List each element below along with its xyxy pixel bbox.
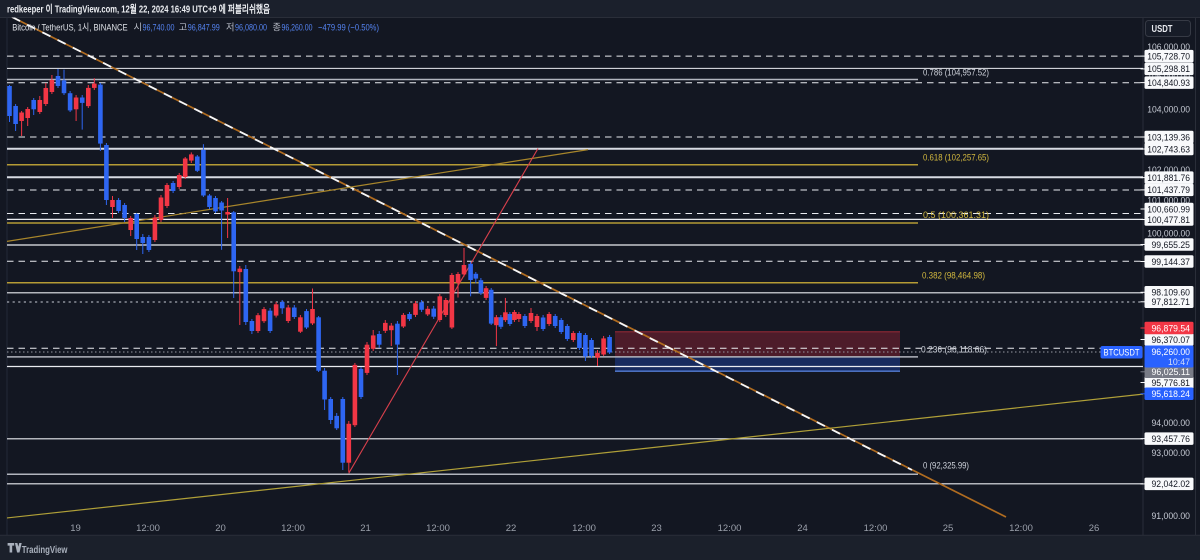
svg-text:93,457.76: 93,457.76 [1152,434,1191,444]
svg-text:21: 21 [360,523,371,534]
svg-text:24: 24 [797,523,808,534]
svg-text:0.618 (102,257.65): 0.618 (102,257.65) [923,153,989,163]
svg-text:92,042.02: 92,042.02 [1152,479,1191,489]
svg-text:96,260.00: 96,260.00 [1152,347,1191,357]
svg-text:96,370.07: 96,370.07 [1152,335,1191,345]
svg-text:96,879.54: 96,879.54 [1152,323,1191,333]
svg-text:26: 26 [1089,523,1100,534]
svg-text:102,000.00: 102,000.00 [1147,165,1190,175]
svg-text:시: 시 [134,22,143,33]
svg-text:Bitcoin / TetherUS, 1시, BINANC: Bitcoin / TetherUS, 1시, BINANCE [12,22,128,33]
svg-text:96,025.11: 96,025.11 [1152,367,1191,377]
svg-text:105,298.81: 105,298.81 [1147,64,1190,74]
svg-text:BTCUSDT: BTCUSDT [1104,347,1140,357]
svg-text:98,109.60: 98,109.60 [1152,288,1191,298]
svg-text:12:00: 12:00 [1009,523,1033,534]
svg-text:104,000.00: 104,000.00 [1147,104,1190,114]
svg-text:19: 19 [70,523,81,534]
svg-text:94,000.00: 94,000.00 [1152,418,1191,428]
svg-text:12:00: 12:00 [426,523,450,534]
svg-text:100,660.99: 100,660.99 [1147,204,1190,214]
svg-text:106,000.00: 106,000.00 [1147,42,1190,52]
svg-text:10:47: 10:47 [1168,357,1190,367]
svg-text:고: 고 [179,22,188,33]
svg-text:91,000.00: 91,000.00 [1152,511,1191,521]
svg-text:redkeeper 이 TradingView.com, 1: redkeeper 이 TradingView.com, 12월 22, 202… [7,2,270,15]
svg-text:12:00: 12:00 [281,523,305,534]
svg-text:101,437.79: 101,437.79 [1147,185,1190,195]
svg-text:0.786 (104,957.52): 0.786 (104,957.52) [923,68,989,78]
svg-text:96,740.00: 96,740.00 [143,22,175,33]
svg-text:12:00: 12:00 [136,523,160,534]
svg-text:96,847.99: 96,847.99 [188,22,220,33]
svg-text:12:00: 12:00 [864,523,888,534]
svg-text:0.382 (98,464.98): 0.382 (98,464.98) [922,271,985,281]
svg-text:0 (92,325.99): 0 (92,325.99) [923,461,969,471]
svg-text:0.236 (96,118.66): 0.236 (96,118.66) [921,344,987,354]
svg-text:102,743.63: 102,743.63 [1147,144,1190,154]
svg-text:99,144.37: 99,144.37 [1152,257,1191,267]
svg-text:−479.99 (−0.50%): −479.99 (−0.50%) [318,22,379,33]
svg-text:23: 23 [651,523,662,534]
svg-text:USDT: USDT [1152,24,1173,35]
svg-text:101,000.00: 101,000.00 [1147,195,1190,205]
svg-text:103,139.36: 103,139.36 [1147,132,1190,142]
svg-text:101,881.76: 101,881.76 [1147,173,1190,183]
svg-text:104,840.93: 104,840.93 [1147,78,1190,88]
svg-text:12:00: 12:00 [718,523,742,534]
svg-text:97,812.71: 97,812.71 [1152,297,1191,307]
svg-text:105,728.70: 105,728.70 [1147,51,1190,61]
svg-text:종: 종 [273,22,282,33]
svg-text:96,080.00: 96,080.00 [235,22,267,33]
svg-text:95,618.24: 95,618.24 [1152,389,1191,399]
svg-text:22: 22 [506,523,517,534]
svg-text:100,000.00: 100,000.00 [1147,228,1190,238]
svg-text:TradingView: TradingView [22,544,68,556]
svg-text:25: 25 [943,523,954,534]
svg-text:96,260.00: 96,260.00 [282,22,313,33]
svg-text:0.5 (100,361.31): 0.5 (100,361.31) [923,210,989,220]
svg-text:95,776.81: 95,776.81 [1152,378,1191,388]
svg-text:저: 저 [226,22,235,33]
svg-text:99,655.25: 99,655.25 [1152,240,1191,250]
svg-text:93,000.00: 93,000.00 [1152,448,1191,458]
svg-text:20: 20 [215,523,226,534]
svg-text:100,477.81: 100,477.81 [1147,215,1190,225]
svg-text:12:00: 12:00 [572,523,596,534]
